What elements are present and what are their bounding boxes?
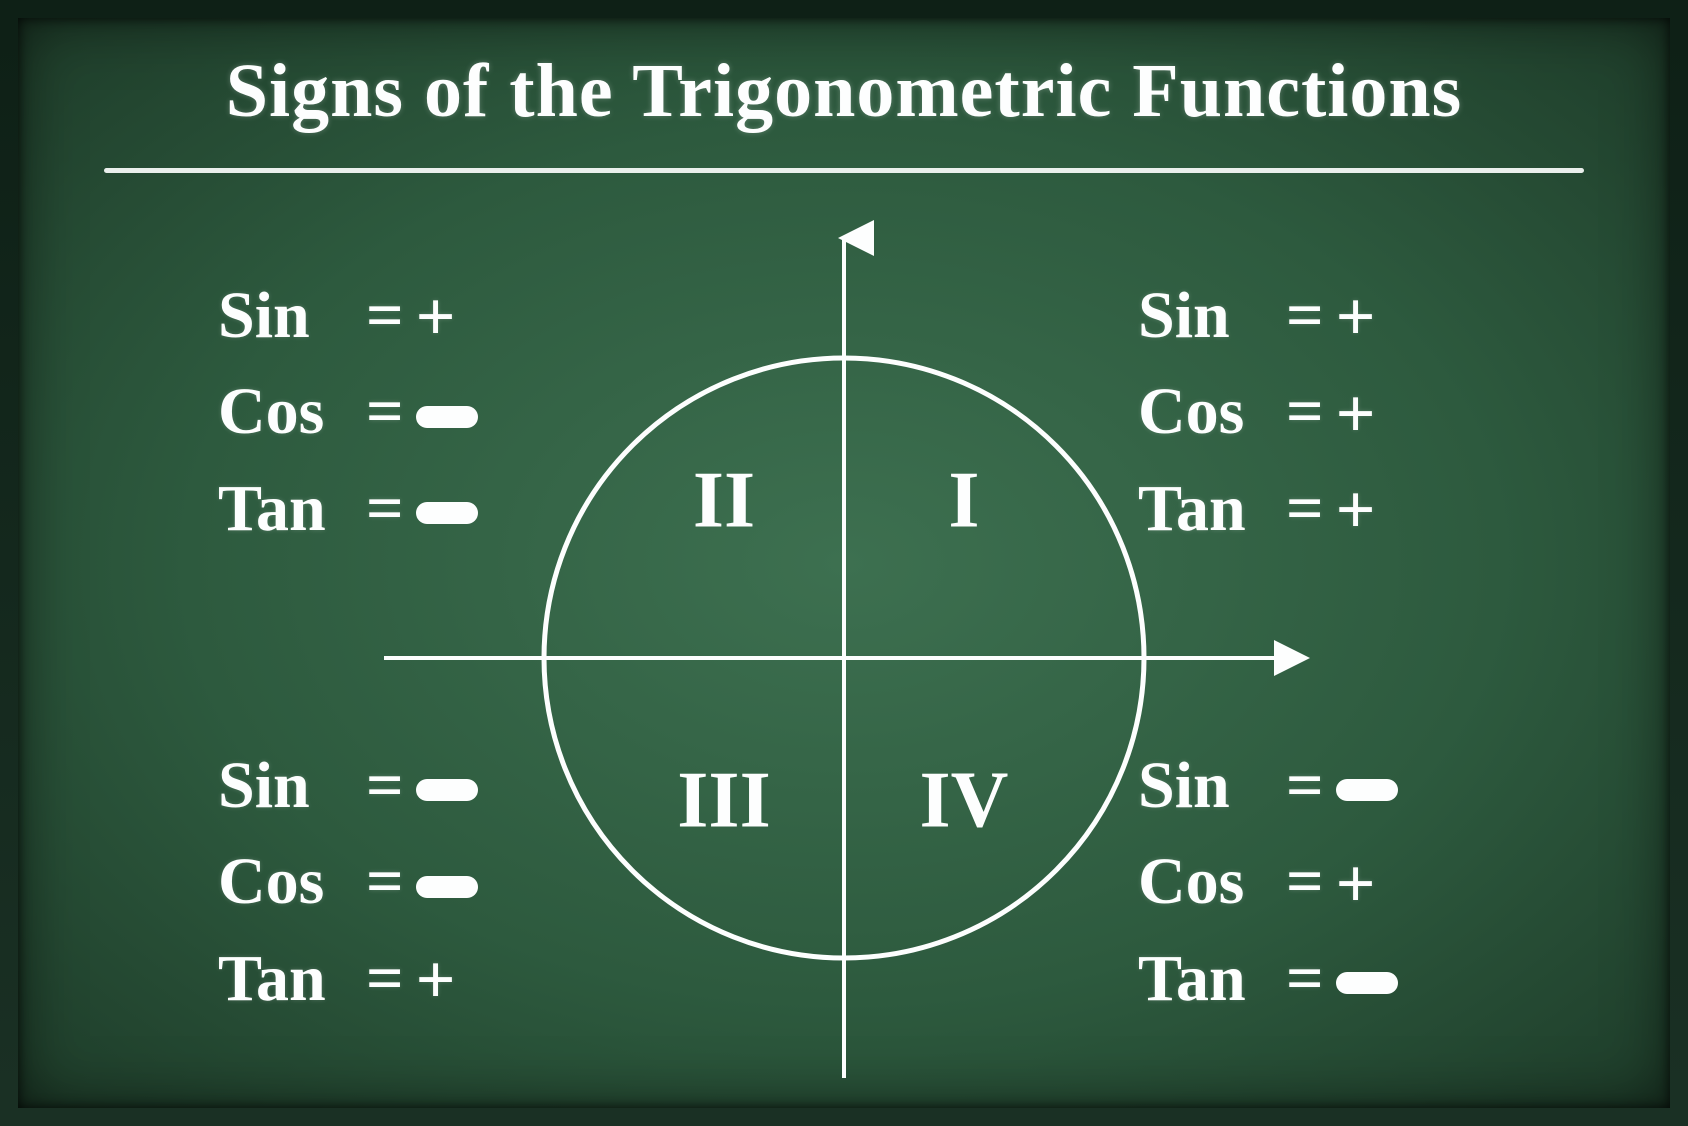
minus-icon [416, 876, 478, 898]
minus-icon [416, 406, 478, 428]
q1-cos: Cos=+ [1138, 364, 1376, 460]
minus-icon [416, 502, 478, 524]
minus-icon [1336, 972, 1398, 994]
q2-cos: Cos= [218, 364, 478, 460]
q2-tan: Tan= [218, 461, 478, 557]
q3-sin: Sin= [218, 738, 478, 834]
quadrant-3-signs: Sin= Cos= Tan=+ [218, 738, 478, 1027]
q1-sin: Sin=+ [1138, 268, 1376, 364]
minus-icon [416, 779, 478, 801]
q3-tan: Tan=+ [218, 931, 478, 1027]
q3-cos: Cos= [218, 834, 478, 930]
q1-tan: Tan=+ [1138, 461, 1376, 557]
q2-sin: Sin=+ [218, 268, 478, 364]
quadrant-4-label: IV [920, 756, 1009, 844]
q4-tan: Tan= [1138, 931, 1398, 1027]
quadrant-4-signs: Sin= Cos=+ Tan= [1138, 738, 1398, 1027]
q4-cos: Cos=+ [1138, 834, 1398, 930]
title-underline [104, 168, 1584, 173]
quadrant-1-label: I [948, 456, 979, 544]
quadrant-3-label: III [677, 756, 770, 844]
quadrant-1-signs: Sin=+ Cos=+ Tan=+ [1138, 268, 1376, 557]
quadrant-2-signs: Sin=+ Cos= Tan= [218, 268, 478, 557]
quadrant-2-label: II [693, 456, 755, 544]
page-title: Signs of the Trigonometric Functions [18, 48, 1670, 135]
q4-sin: Sin= [1138, 738, 1398, 834]
minus-icon [1336, 779, 1398, 801]
